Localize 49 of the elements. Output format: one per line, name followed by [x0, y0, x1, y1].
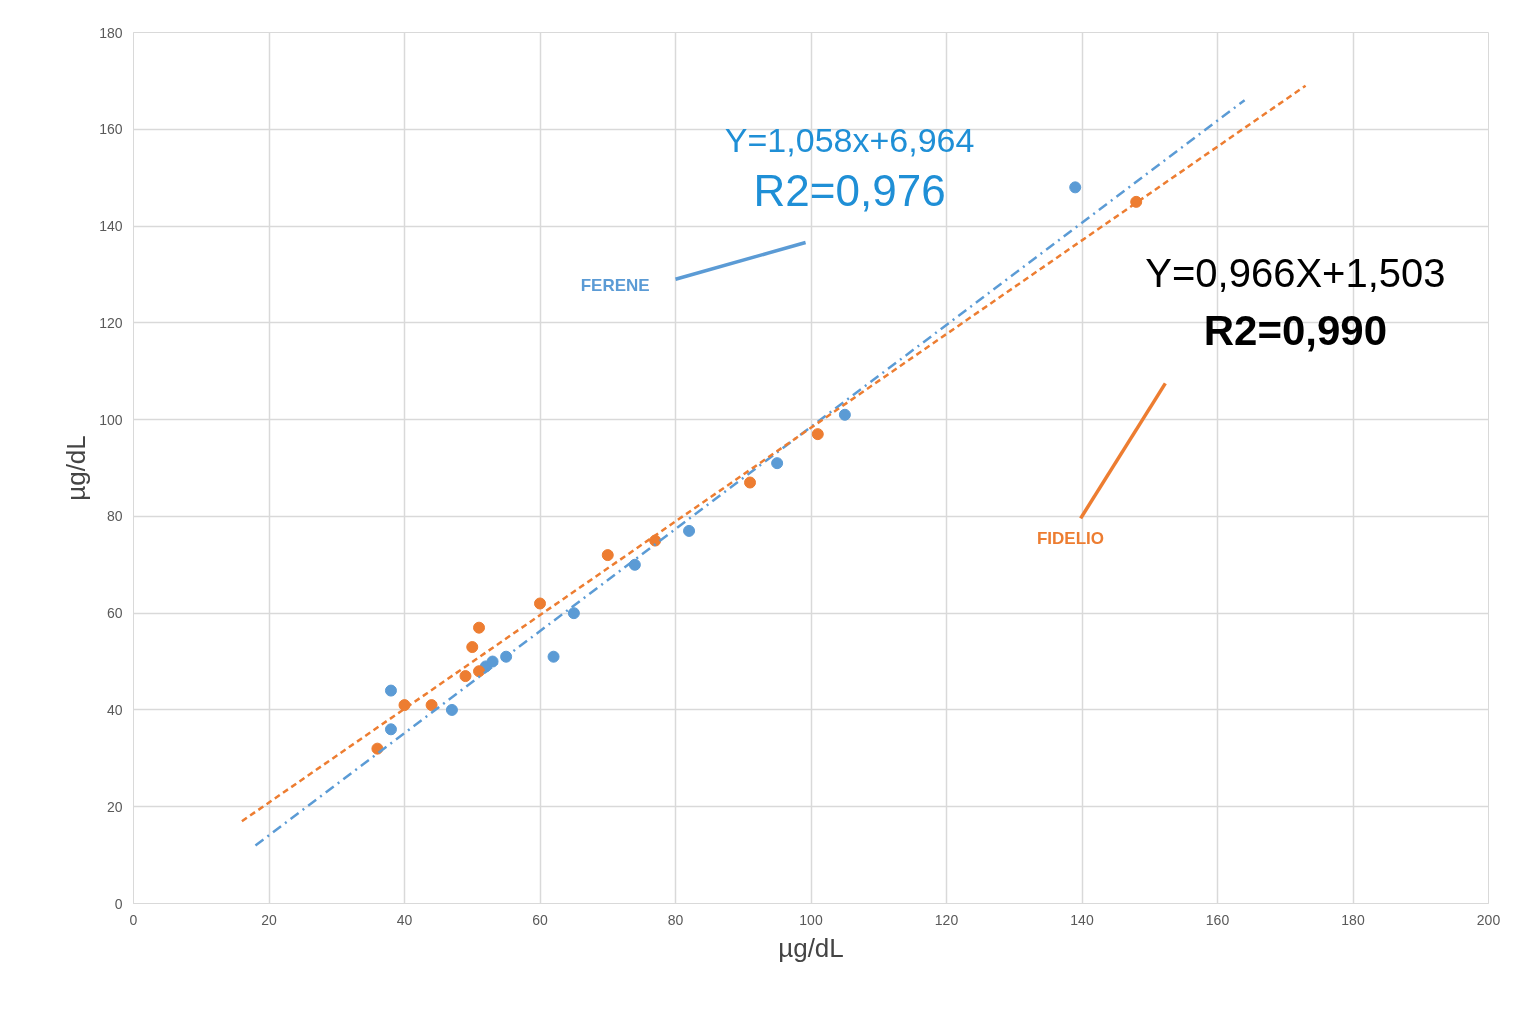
y-tick-label: 80	[106, 508, 123, 525]
x-tick-label: 200	[1476, 911, 1501, 928]
x-axis-title: µg/dL	[778, 932, 844, 963]
point	[384, 723, 397, 736]
y-tick-label: 0	[114, 895, 123, 912]
x-tick-label: 60	[532, 911, 548, 928]
y-tick-label: 100	[99, 411, 123, 428]
y-tick-label: 120	[99, 314, 123, 331]
point	[473, 621, 486, 634]
x-tick-label: 40	[396, 911, 413, 928]
point	[445, 703, 458, 716]
annotation: Y=1,058x+6,964	[724, 121, 975, 160]
point	[1069, 181, 1082, 194]
point	[486, 655, 499, 668]
point	[567, 607, 580, 620]
text: FIDELIO	[1036, 529, 1105, 549]
y-tick-label: 160	[99, 121, 123, 138]
point	[466, 641, 479, 654]
y-tick-label: 140	[99, 218, 123, 235]
point	[473, 665, 486, 678]
annotation: R2=0,976	[753, 166, 946, 216]
point	[601, 549, 614, 562]
y-tick-label: 40	[106, 701, 123, 718]
x-tick-label: 20	[261, 911, 277, 928]
point	[744, 476, 757, 489]
point	[838, 408, 851, 421]
y-tick-label: 20	[106, 798, 123, 815]
x-tick-label: 80	[667, 911, 684, 928]
y-tick-label: 60	[106, 605, 123, 622]
point	[425, 699, 438, 712]
x-tick-label: 100	[799, 911, 823, 928]
point	[459, 670, 472, 683]
text: FERENE	[580, 275, 650, 295]
x-tick-label: 180	[1341, 911, 1365, 928]
x-tick-label: 160	[1205, 911, 1230, 928]
x-tick-label: 140	[1070, 911, 1094, 928]
point	[547, 650, 560, 663]
point	[534, 597, 546, 610]
point	[384, 684, 397, 697]
annotation: R2=0,990	[1203, 307, 1388, 355]
point	[771, 457, 784, 470]
y-tick-label: 180	[99, 24, 123, 41]
x-tick-label: 0	[129, 911, 138, 928]
y-axis-title: µg/dL	[61, 435, 92, 501]
annotation: Y=0,966X+1,503	[1145, 250, 1446, 295]
x-tick-label: 120	[934, 911, 959, 928]
point	[683, 524, 696, 537]
point	[628, 558, 641, 571]
point	[811, 428, 824, 441]
